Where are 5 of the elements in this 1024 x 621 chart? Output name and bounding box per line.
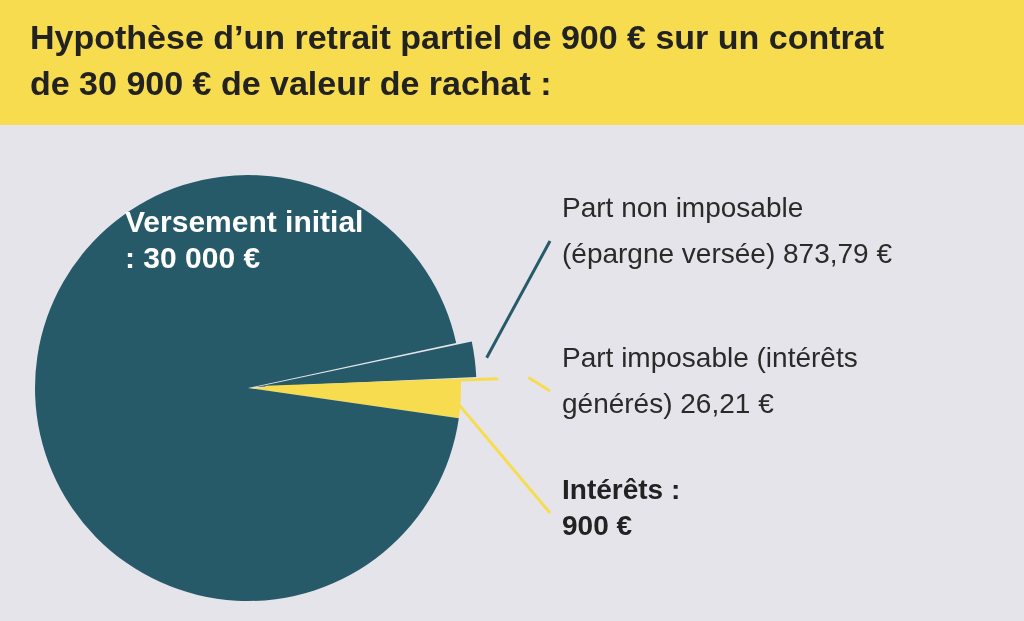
legend-label: Part imposable (intérêts générés) 26,21 € [562, 341, 858, 419]
slice-label: Versement initial : 30 000 € [125, 205, 364, 275]
slice-label: Part non imposable (épargne versée) 873,79 € [562, 191, 893, 269]
chart-title: Hypothèse d’un retrait partiel de 900 € sur un contrat de 30 900 € de valeur de rachat : [30, 17, 885, 104]
slice-label: Intérêts : 900 € [562, 473, 681, 541]
